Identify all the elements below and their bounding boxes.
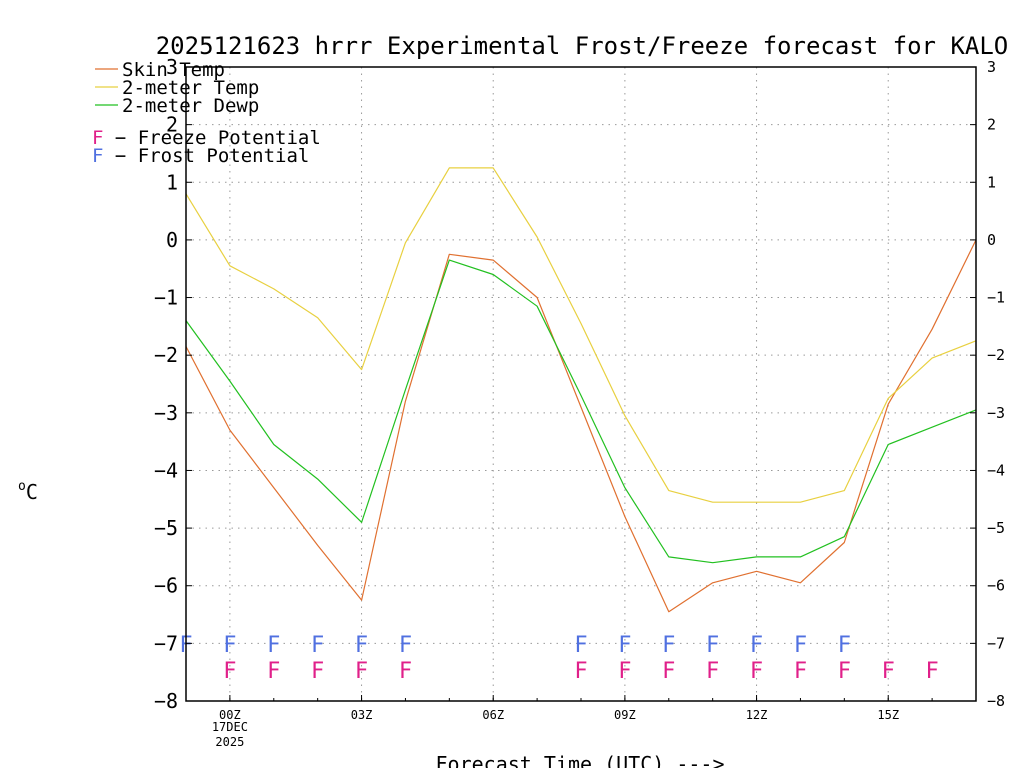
potential-markers-layer: F F F F F F F F F F F F FF F F F F F F F F F F F F F: [179, 633, 938, 684]
x-tick-label: 06Z: [482, 708, 504, 722]
x-tick-label: 00Z: [219, 708, 241, 722]
y-tick-label-right: −3: [987, 404, 1005, 422]
series-line-2-meter-dewp: [185, 259, 977, 564]
freeze-potential-marker: F: [794, 659, 807, 684]
freeze-potential-marker: F: [574, 659, 587, 684]
legend-label-2m-temp: 2-meter Temp: [122, 77, 259, 99]
x-tick-year-label: 2025: [215, 735, 244, 749]
legend-label-2m-dewp: 2-meter Dewp: [122, 95, 259, 117]
frost-potential-marker: F: [399, 633, 412, 658]
freeze-potential-marker: F: [925, 659, 938, 684]
y-tick-label-left: 2: [166, 113, 178, 137]
x-tick-label: 03Z: [351, 708, 373, 722]
x-tick-date-label: 17DEC: [212, 720, 248, 734]
y-tick-label-right: −6: [987, 577, 1005, 595]
y-tick-label-right: 1: [987, 173, 996, 191]
freeze-potential-marker: F: [882, 659, 895, 684]
legend-frost-letter: F: [92, 145, 103, 167]
frost-potential-marker: F: [750, 633, 763, 658]
y-tick-label-right: −5: [987, 519, 1005, 537]
x-tick-label: 09Z: [614, 708, 636, 722]
legend-label-skin-temp: Skin Temp: [122, 59, 225, 81]
y-tick-label-left: −3: [154, 401, 178, 425]
freeze-potential-marker: F: [750, 659, 763, 684]
frost-potential-marker: F: [794, 633, 807, 658]
y-tick-label-right: 2: [987, 116, 996, 134]
y-unit-letter: C: [26, 480, 38, 504]
freeze-potential-marker: F: [662, 659, 675, 684]
freeze-potential-marker: F: [618, 659, 631, 684]
y-tick-label-left: −4: [154, 458, 178, 482]
y-tick-label-right: −8: [987, 692, 1005, 710]
frost-potential-marker: F: [311, 633, 324, 658]
frost-potential-marker: F: [574, 633, 587, 658]
legend: Skin Temp 2-meter Temp 2-meter Dewp F − …: [92, 59, 321, 167]
frost-potential-marker: F: [838, 633, 851, 658]
freeze-potential-marker: F: [355, 659, 368, 684]
y-axis-unit-label: oC: [18, 479, 38, 504]
freeze-potential-marker: F: [706, 659, 719, 684]
axis-layer: 3 3 2 2 1 1 0 0 −1 −1 −2 −2 −3 −3 −4 −4 −5 −5 −6 −6 −7 −7 −8 −8…: [154, 55, 1005, 749]
y-tick-label-right: −4: [987, 461, 1005, 479]
frost-potential-marker: F: [706, 633, 719, 658]
series-line-2-meter-temp: [185, 167, 977, 503]
series-layer: [185, 167, 977, 613]
legend-freeze-letter: F: [92, 127, 103, 149]
y-tick-label-right: 0: [987, 231, 996, 249]
frost-potential-marker: F: [355, 633, 368, 658]
y-tick-label-right: −2: [987, 346, 1005, 364]
y-unit-superscript: o: [18, 479, 26, 494]
y-tick-label-left: 1: [166, 170, 178, 194]
frost-potential-marker: F: [618, 633, 631, 658]
freeze-potential-marker: F: [399, 659, 412, 684]
series-line-skin-temp: [185, 239, 977, 613]
x-axis-label: Forecast Time (UTC) --->: [436, 752, 725, 768]
y-tick-label-right: 3: [987, 58, 996, 76]
x-tick-label: 12Z: [746, 708, 768, 722]
frost-potential-marker: F: [662, 633, 675, 658]
legend-freeze-label: − Freeze Potential: [103, 127, 320, 149]
y-tick-label-left: 3: [166, 55, 178, 79]
y-tick-label-left: −6: [154, 574, 178, 598]
legend-frost-potential: F − Frost Potential: [92, 145, 309, 167]
frost-potential-marker: F: [223, 633, 236, 658]
chart-title: 2025121623 hrrr Experimental Frost/Freez…: [156, 32, 1009, 60]
y-tick-label-left: 0: [166, 228, 178, 252]
legend-freeze-potential: F − Freeze Potential: [92, 127, 321, 149]
y-tick-label-right: −1: [987, 289, 1005, 307]
y-tick-label-right: −7: [987, 634, 1005, 652]
freeze-potential-marker: F: [223, 659, 236, 684]
y-tick-label-left: −5: [154, 516, 178, 540]
freeze-potential-marker: F: [267, 659, 280, 684]
frost-potential-marker: F: [267, 633, 280, 658]
y-tick-label-left: −7: [154, 631, 178, 655]
x-tick-label: 15Z: [877, 708, 899, 722]
freeze-potential-marker: F: [838, 659, 851, 684]
legend-frost-label: − Frost Potential: [103, 145, 309, 167]
freeze-potential-marker: F: [311, 659, 324, 684]
y-tick-label-left: −2: [154, 343, 178, 367]
y-tick-label-left: −8: [154, 689, 178, 713]
y-tick-label-left: −1: [154, 286, 178, 310]
